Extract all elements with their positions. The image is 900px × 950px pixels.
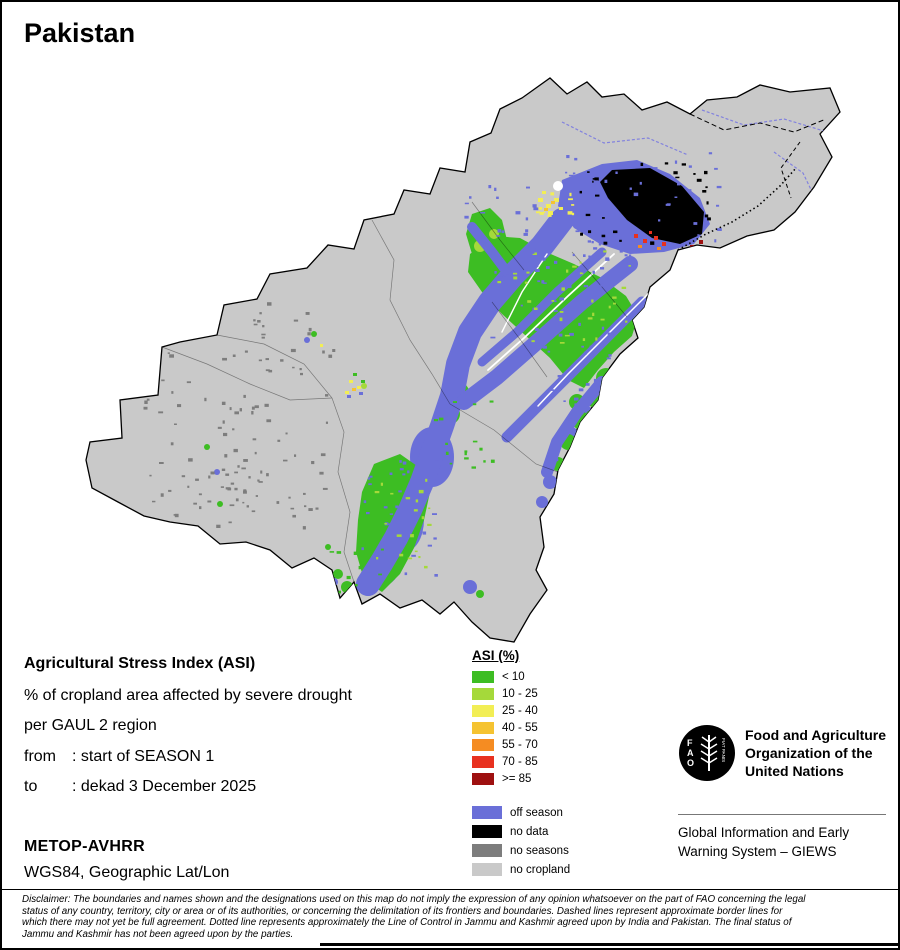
legend-swatch: [472, 863, 502, 876]
legend-row: 10 - 25: [472, 688, 570, 700]
disclaimer-line: status of any country, territory, city o…: [22, 905, 783, 917]
asi-gold-specks: [352, 201, 555, 391]
disclaimer-line: Jammu and Kashmir has not been agreed up…: [22, 928, 294, 940]
asi-description-line2: per GAUL 2 region: [24, 717, 157, 734]
admin-boundaries: [161, 201, 628, 583]
legend-row: off season: [472, 806, 570, 819]
period-from: from : start of SEASON 1: [24, 748, 214, 766]
fao-divider: [678, 814, 886, 815]
asi-heading: Agricultural Stress Index (ASI): [24, 655, 256, 672]
fao-name-line: United Nations: [745, 763, 844, 779]
legend-swatch: [472, 722, 494, 734]
fao-branding: F A O FIAT PANIS Food and Agriculture Or…: [678, 724, 886, 782]
svg-text:A: A: [687, 748, 694, 758]
asi-red-specks: [634, 231, 666, 246]
legend-label: no cropland: [510, 863, 571, 876]
legend-label: < 10: [502, 671, 525, 683]
fao-name-line: Organization of the: [745, 745, 873, 761]
disclaimer-separator: [2, 889, 898, 890]
projection-name: WGS84, Geographic Lat/Lon: [24, 864, 230, 881]
disclaimer-text: Disclaimer: The boundaries and names sho…: [22, 894, 878, 940]
legend-row: no seasons: [472, 844, 570, 857]
giews-line: Warning System – GIEWS: [678, 844, 837, 859]
legend-row: < 10: [472, 671, 570, 683]
legend-swatch: [472, 844, 502, 857]
svg-text:F: F: [687, 738, 693, 748]
legend-label: 40 - 55: [502, 722, 538, 734]
legend-title: ASI (%): [472, 648, 520, 663]
legend-label: 25 - 40: [502, 705, 538, 717]
asi-description-line1: % of cropland area affected by severe dr…: [24, 687, 352, 704]
quetta-cluster: [347, 373, 365, 398]
legend-swatch: [472, 773, 494, 785]
map-speckles: [138, 152, 722, 594]
legend-swatch: [472, 705, 494, 717]
period-to: to : dekad 3 December 2025: [24, 778, 256, 796]
from-label: from: [24, 748, 56, 765]
disclaimer-line: Disclaimer: The boundaries and names sho…: [22, 894, 806, 905]
fao-name: Food and Agriculture Organization of the…: [745, 724, 886, 780]
asi-orange-specks: [638, 245, 661, 250]
legend-label: 10 - 25: [502, 688, 538, 700]
legend-row: 70 - 85: [472, 756, 570, 768]
giews-name: Global Information and Early Warning Sys…: [678, 823, 849, 861]
disclaimer-line: which there may not yet be full agreemen…: [22, 917, 792, 929]
svg-text:FIAT PANIS: FIAT PANIS: [721, 738, 726, 762]
fao-logo-icon: F A O FIAT PANIS: [679, 725, 735, 781]
legend: ASI (%) < 10 10 - 25 25 - 40 40 - 55 55 …: [472, 648, 570, 882]
giews-line: Global Information and Early: [678, 825, 850, 840]
to-label: to: [24, 778, 38, 795]
svg-text:O: O: [687, 758, 694, 768]
legend-swatch: [472, 688, 494, 700]
legend-swatch: [472, 739, 494, 751]
north-river-dotted-lines: [561, 109, 825, 199]
legend-row: 40 - 55: [472, 722, 570, 734]
disputed-boundary-lines: [677, 113, 827, 251]
legend-row: >= 85: [472, 773, 570, 785]
legend-row: no data: [472, 825, 570, 838]
legend-row: 25 - 40: [472, 705, 570, 717]
from-value: : start of SEASON 1: [72, 748, 215, 765]
legend-label: no seasons: [510, 844, 569, 857]
legend-label: >= 85: [502, 773, 532, 785]
fao-name-line: Food and Agriculture: [745, 727, 887, 743]
legend-label: 70 - 85: [502, 756, 538, 768]
page-title: Pakistan: [24, 18, 136, 48]
to-value: : dekad 3 December 2025: [72, 778, 257, 795]
legend-gap: [472, 790, 570, 806]
legend-row: no cropland: [472, 863, 570, 876]
no-data-region: [600, 168, 704, 244]
bottom-scale-bar: [320, 943, 898, 946]
legend-swatch: [472, 806, 502, 819]
sensor-name: METOP-AVHRR: [24, 838, 145, 855]
legend-swatch: [472, 756, 494, 768]
legend-label: off season: [510, 806, 563, 819]
legend-label: 55 - 70: [502, 739, 538, 751]
legend-label: no data: [510, 825, 549, 838]
river-lines: [487, 181, 651, 407]
legend-swatch: [472, 825, 502, 838]
legend-swatch: [472, 671, 494, 683]
legend-row: 55 - 70: [472, 739, 570, 751]
